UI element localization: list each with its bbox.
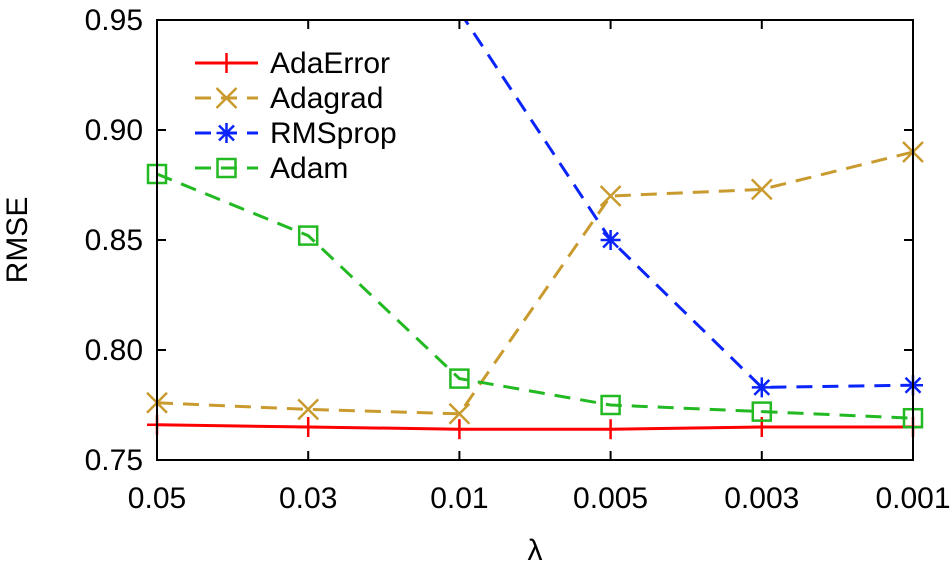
data-point [449, 368, 470, 389]
axes: 0.75 0.80 0.85 0.90 0.95 0.05 0.03 0.01 0.005 0.0… [85, 4, 951, 515]
legend-marker [216, 157, 237, 179]
legend-label: RMSprop [270, 117, 397, 150]
data-point [750, 178, 773, 201]
legend-marker [216, 53, 237, 73]
legend-label: Adagrad [270, 82, 383, 115]
data-point [448, 402, 471, 425]
plot-area [146, 20, 924, 440]
x-axis-label: λ [528, 534, 543, 567]
y-tick-label: 0.85 [85, 224, 143, 257]
data-point [600, 394, 621, 416]
legend-marker [216, 123, 237, 143]
data-point [449, 419, 470, 440]
x-tick-label: 0.001 [875, 482, 950, 515]
y-tick-label: 0.90 [85, 114, 143, 147]
data-point [297, 398, 320, 421]
legend-label: Adam [270, 152, 348, 185]
y-tick-label: 0.75 [85, 444, 143, 477]
series-line-rmsprop [463, 20, 913, 389]
legend-marker [215, 87, 238, 109]
x-tick-label: 0.05 [128, 482, 186, 515]
data-point [298, 417, 319, 437]
x-tick-label: 0.003 [724, 482, 799, 515]
x-tick-label: 0.03 [279, 482, 337, 515]
x-tick-label: 0.01 [430, 482, 488, 515]
series-line-adam [157, 172, 913, 420]
x-tick-label: 0.005 [573, 482, 648, 515]
data-point [599, 185, 622, 207]
series-line-adaerror [157, 423, 913, 431]
y-tick-label: 0.95 [85, 4, 143, 37]
data-point [751, 377, 772, 398]
data-point [600, 419, 621, 440]
series-line-adagrad [157, 150, 913, 416]
data-point [297, 225, 319, 246]
y-axis-label: RMSE [1, 197, 34, 284]
y-tick-label: 0.80 [85, 334, 143, 367]
data-point [600, 230, 621, 250]
data-point [751, 401, 773, 422]
legend-label: AdaError [270, 47, 390, 80]
